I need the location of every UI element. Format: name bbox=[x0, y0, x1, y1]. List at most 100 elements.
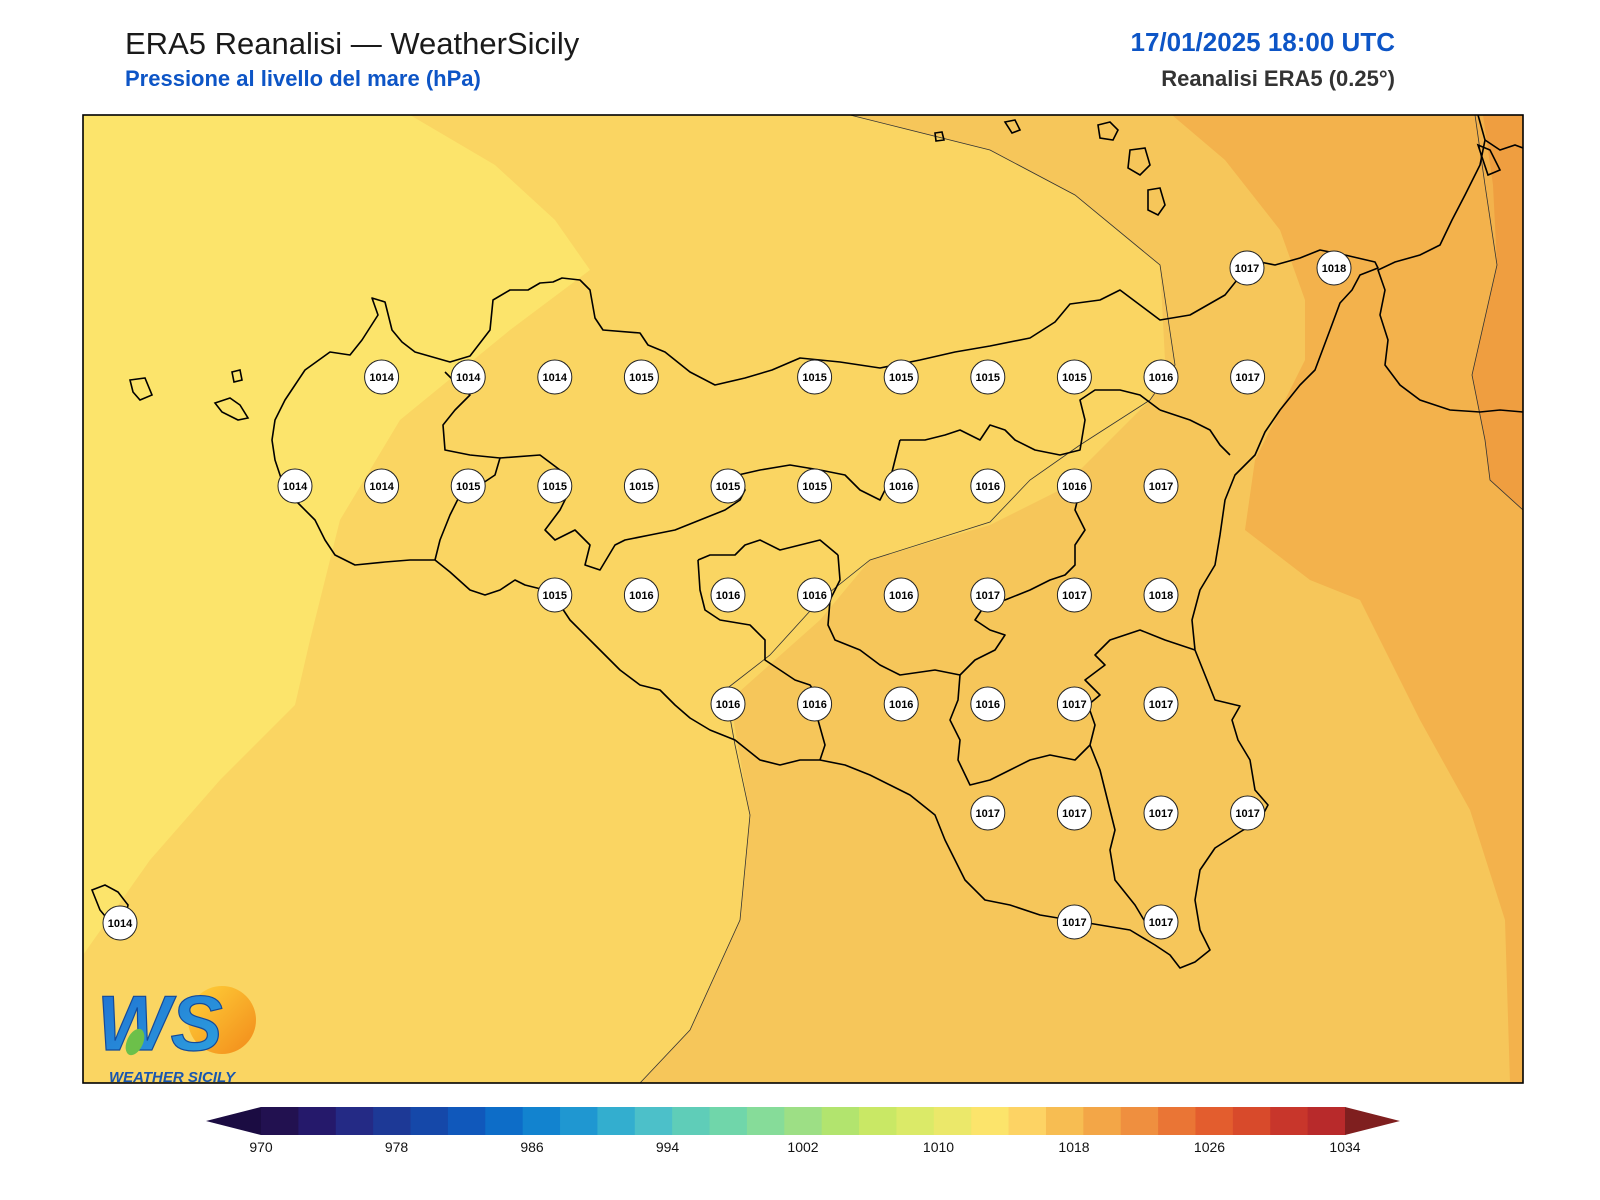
station-pressure-label: 1015 bbox=[543, 481, 567, 493]
station-pressure-label: 1016 bbox=[889, 481, 913, 493]
station-pressure-label: 1016 bbox=[1062, 481, 1086, 493]
station-marker: 1016 bbox=[883, 468, 919, 504]
station-marker: 1018 bbox=[1316, 250, 1352, 286]
station-pressure-label: 1014 bbox=[369, 481, 394, 493]
station-pressure-label: 1014 bbox=[283, 481, 308, 493]
station-circle bbox=[364, 359, 400, 395]
station-circle bbox=[970, 686, 1006, 722]
station-circle bbox=[883, 577, 919, 613]
station-marker: 1016 bbox=[797, 686, 833, 722]
vulcano-island bbox=[1147, 187, 1166, 217]
sun-icon bbox=[188, 986, 256, 1054]
station-marker: 1017 bbox=[1056, 904, 1092, 940]
colorbar-cell bbox=[1045, 1107, 1084, 1135]
station-pressure-label: 1017 bbox=[1149, 699, 1173, 711]
station-circle bbox=[623, 577, 659, 613]
station-circle bbox=[797, 468, 833, 504]
station-pressure-label: 1016 bbox=[976, 699, 1000, 711]
pressure-band-1014 bbox=[83, 115, 590, 955]
station-marker: 1014 bbox=[364, 359, 400, 395]
colorbar-cell bbox=[1270, 1107, 1309, 1135]
colorbar-cell bbox=[522, 1107, 561, 1135]
station-marker: 1014 bbox=[364, 468, 400, 504]
colorbar-cell bbox=[560, 1107, 599, 1135]
map-subtitle: Pressione al livello del mare (hPa) bbox=[125, 66, 481, 91]
station-pressure-label: 1015 bbox=[802, 372, 826, 384]
station-pressure-label: 1017 bbox=[976, 590, 1000, 602]
station-circle bbox=[450, 359, 486, 395]
station-pressure-label: 1017 bbox=[1062, 808, 1086, 820]
colorbar-tick-label: 970 bbox=[249, 1139, 273, 1155]
colorbar-cell bbox=[709, 1107, 748, 1135]
favignana-island bbox=[213, 397, 250, 421]
station-pressure-label: 1014 bbox=[108, 918, 133, 930]
station-circle bbox=[797, 686, 833, 722]
station-marker: 1015 bbox=[710, 468, 746, 504]
colorbar-cell bbox=[447, 1107, 486, 1135]
station-circle bbox=[1143, 795, 1179, 831]
station-circle bbox=[1056, 795, 1092, 831]
station-marker: 1017 bbox=[1230, 359, 1266, 395]
station-marker: 1017 bbox=[1056, 686, 1092, 722]
colorbar-tick-label: 1002 bbox=[787, 1139, 818, 1155]
station-marker: 1015 bbox=[623, 359, 659, 395]
station-marker: 1015 bbox=[537, 577, 573, 613]
valid-datetime: 17/01/2025 18:00 UTC bbox=[1130, 27, 1395, 57]
station-marker: 1017 bbox=[1230, 795, 1266, 831]
filicudi-island bbox=[934, 131, 945, 142]
station-marker: 1015 bbox=[797, 359, 833, 395]
station-markers: 1014 1014 1014 1015 1015 1015 1015 1015 1016 1017… bbox=[102, 250, 1352, 941]
station-circle bbox=[1230, 359, 1266, 395]
data-source: Reanalisi ERA5 (0.25°) bbox=[1161, 66, 1395, 91]
station-circle bbox=[710, 577, 746, 613]
colorbar-cell bbox=[1232, 1107, 1271, 1135]
colorbar-cell bbox=[1008, 1107, 1047, 1135]
colorbar-cell bbox=[597, 1107, 636, 1135]
colorbar-tick-label: 1026 bbox=[1194, 1139, 1225, 1155]
colorbar-cell bbox=[335, 1107, 374, 1135]
station-marker: 1016 bbox=[797, 577, 833, 613]
stromboli-island bbox=[1476, 143, 1502, 177]
station-circle bbox=[364, 468, 400, 504]
station-pressure-label: 1016 bbox=[976, 481, 1000, 493]
colorbar-cell bbox=[1120, 1107, 1159, 1135]
station-circle bbox=[450, 468, 486, 504]
station-pressure-label: 1016 bbox=[889, 590, 913, 602]
colorbar-cell bbox=[859, 1107, 898, 1135]
station-circle bbox=[1056, 468, 1092, 504]
colorbar-cell bbox=[634, 1107, 673, 1135]
weather-sicily-logo: WS WEATHER SICILY bbox=[96, 978, 256, 1086]
station-marker: 1017 bbox=[970, 795, 1006, 831]
station-circle bbox=[623, 468, 659, 504]
station-pressure-label: 1015 bbox=[889, 372, 913, 384]
station-marker: 1015 bbox=[883, 359, 919, 395]
station-pressure-label: 1015 bbox=[456, 481, 480, 493]
station-pressure-label: 1017 bbox=[1062, 699, 1086, 711]
station-pressure-label: 1017 bbox=[1149, 481, 1173, 493]
leaf-icon bbox=[125, 1028, 145, 1056]
station-pressure-label: 1015 bbox=[976, 372, 1000, 384]
logo-text: WEATHER SICILY bbox=[109, 1069, 237, 1086]
alicudi-island bbox=[1003, 119, 1022, 134]
colorbar-cell bbox=[672, 1107, 711, 1135]
station-pressure-label: 1018 bbox=[1322, 263, 1346, 275]
marettimo-island bbox=[231, 369, 243, 383]
colorbar-cell bbox=[485, 1107, 524, 1135]
colorbar-cell bbox=[410, 1107, 449, 1135]
pressure-band-1017 bbox=[1172, 115, 1523, 1083]
station-marker: 1016 bbox=[883, 577, 919, 613]
logo-letters: WS bbox=[97, 979, 223, 1067]
station-marker: 1014 bbox=[277, 468, 313, 504]
page-title: ERA5 Reanalisi — WeatherSicily bbox=[125, 26, 580, 61]
station-pressure-label: 1017 bbox=[1149, 917, 1173, 929]
lipari-island bbox=[1127, 147, 1151, 177]
station-marker: 1017 bbox=[1143, 904, 1179, 940]
station-circle bbox=[1056, 577, 1092, 613]
colorbar-cell bbox=[784, 1107, 823, 1135]
station-pressure-label: 1014 bbox=[369, 372, 394, 384]
station-circle bbox=[1229, 250, 1265, 286]
station-pressure-label: 1018 bbox=[1149, 590, 1173, 602]
station-marker: 1015 bbox=[970, 359, 1006, 395]
station-pressure-label: 1016 bbox=[802, 699, 826, 711]
